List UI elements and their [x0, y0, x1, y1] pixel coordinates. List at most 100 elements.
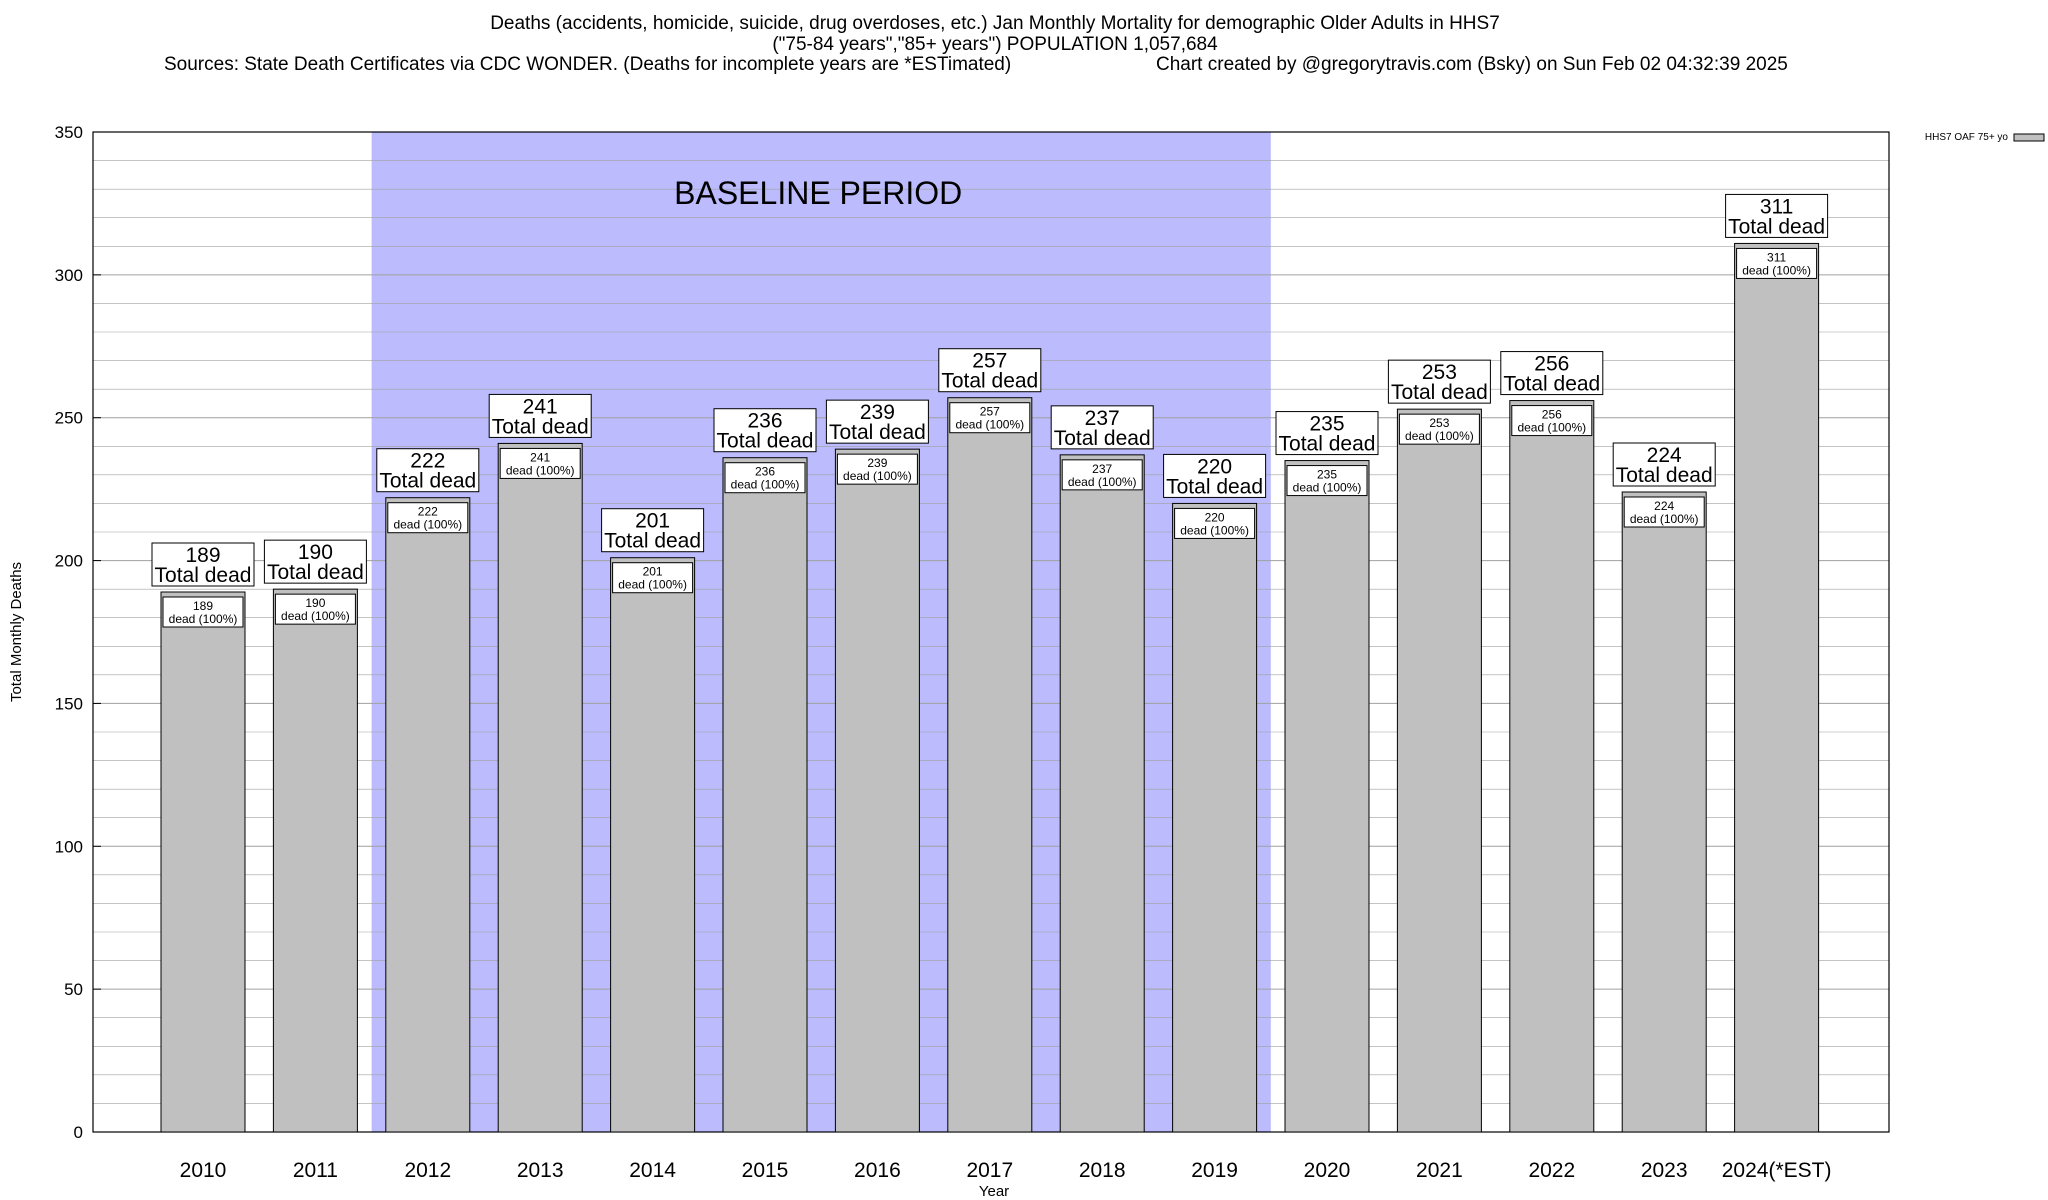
- bar-total-value: 236: [747, 410, 782, 433]
- y-axis-title: Total Monthly Deaths: [8, 562, 25, 702]
- bar-total-value: 237: [1085, 407, 1120, 430]
- bar-total-value: 253: [1422, 361, 1457, 384]
- bar-inner-label-box: [1736, 247, 1818, 279]
- bar-total-caption: Total dead: [941, 370, 1038, 393]
- bar-inner-label-box: [499, 447, 581, 479]
- bar-total-caption: Total dead: [492, 415, 589, 438]
- bar-inner-label-box: [1286, 465, 1368, 497]
- bar-inner-label-box: [1061, 459, 1143, 491]
- x-tick-label: 2024(*EST): [1722, 1159, 1832, 1182]
- bar-inner-value: 224: [1654, 499, 1674, 513]
- bar-inner-value: 253: [1429, 416, 1449, 430]
- bar-total-label-box: [488, 393, 592, 438]
- bar-total-label-box: [1387, 359, 1491, 404]
- bar-total-caption: Total dead: [1616, 464, 1713, 487]
- bar: [1172, 502, 1258, 1133]
- bar-inner-caption: dead (100%): [1742, 263, 1811, 277]
- chart-subtitle: ("75-84 years","85+ years") POPULATION 1…: [772, 34, 1218, 55]
- bar-inner-caption: dead (100%): [393, 518, 462, 532]
- bar-inner-label-box: [724, 462, 806, 494]
- bar-total-caption: Total dead: [1279, 433, 1376, 456]
- bar: [722, 457, 808, 1133]
- bar-inner-value: 311: [1767, 250, 1786, 264]
- bar-total-label-box: [601, 508, 705, 553]
- legend-label: HHS7 OAF 75+ yo: [1925, 132, 2009, 143]
- bar-total-value: 222: [410, 450, 445, 473]
- bar: [497, 442, 583, 1133]
- y-tick-label: 0: [74, 1123, 83, 1142]
- bar-total-value: 239: [860, 401, 895, 424]
- bar-inner-value: 257: [980, 405, 1000, 419]
- bar-inner-value: 201: [643, 565, 663, 579]
- y-tick-label: 100: [55, 837, 83, 856]
- bar-total-value: 257: [972, 350, 1007, 373]
- bar-inner-caption: dead (100%): [1405, 429, 1474, 443]
- bar-inner-label-box: [949, 402, 1031, 434]
- bar-inner-caption: dead (100%): [955, 418, 1024, 432]
- bar-total-value: 224: [1647, 444, 1682, 467]
- bar-total-caption: Total dead: [379, 470, 476, 493]
- bar: [160, 591, 246, 1133]
- bar: [947, 397, 1033, 1133]
- bar-inner-label-box: [274, 593, 356, 625]
- x-axis-title: Year: [979, 1183, 1009, 1200]
- bar-total-caption: Total dead: [267, 561, 364, 584]
- bar-total-caption: Total dead: [155, 564, 252, 587]
- bar-total-label-box: [376, 448, 480, 493]
- bar-inner-caption: dead (100%): [731, 478, 800, 492]
- bar-inner-value: 256: [1542, 408, 1562, 422]
- bar-total-label-box: [1612, 442, 1716, 487]
- bar-total-label-box: [151, 542, 255, 587]
- bar-total-value: 201: [635, 510, 670, 533]
- bar-inner-caption: dead (100%): [1517, 421, 1586, 435]
- bar-inner-caption: dead (100%): [169, 612, 238, 626]
- chart-title: Deaths (accidents, homicide, suicide, dr…: [490, 13, 1500, 34]
- bar-inner-caption: dead (100%): [506, 463, 575, 477]
- bar: [1059, 454, 1145, 1133]
- bar-total-caption: Total dead: [1054, 427, 1151, 450]
- x-tick-label: 2014: [629, 1159, 676, 1182]
- bar: [272, 588, 358, 1133]
- bar-inner-caption: dead (100%): [1068, 475, 1137, 489]
- y-tick-label: 250: [55, 409, 83, 428]
- bar-inner-label-box: [1398, 413, 1480, 445]
- bar-inner-label-box: [1511, 405, 1593, 437]
- x-tick-label: 2012: [404, 1159, 451, 1182]
- bar-total-label-box: [713, 408, 817, 453]
- bar-inner-label-box: [612, 562, 694, 594]
- bar-total-label-box: [825, 399, 929, 444]
- bar-inner-value: 237: [1092, 462, 1112, 476]
- bar-total-caption: Total dead: [829, 421, 926, 444]
- bar-total-value: 241: [523, 395, 558, 418]
- bar-total-label-box: [263, 539, 367, 584]
- bar-total-value: 311: [1760, 195, 1793, 218]
- bar-inner-value: 222: [418, 505, 438, 519]
- x-tick-label: 2019: [1191, 1159, 1238, 1182]
- bar: [1621, 491, 1707, 1133]
- y-tick-label: 350: [55, 123, 83, 142]
- bar-total-caption: Total dead: [604, 530, 701, 553]
- bar: [834, 448, 920, 1133]
- x-tick-label: 2011: [293, 1159, 338, 1182]
- bar-inner-caption: dead (100%): [618, 578, 687, 592]
- bar-total-caption: Total dead: [1391, 381, 1488, 404]
- bar-inner-value: 239: [867, 456, 887, 470]
- bar-total-label-box: [1275, 411, 1379, 456]
- bar-total-caption: Total dead: [1166, 475, 1263, 498]
- x-tick-label: 2020: [1304, 1159, 1351, 1182]
- bar-inner-caption: dead (100%): [281, 609, 350, 623]
- x-tick-label: 2013: [517, 1159, 564, 1182]
- bar-inner-caption: dead (100%): [1180, 523, 1249, 537]
- bar: [1509, 400, 1595, 1133]
- chart-credit: Chart created by @gregorytravis.com (Bsk…: [1156, 54, 1788, 75]
- x-tick-label: 2016: [854, 1159, 901, 1182]
- bar-inner-value: 189: [193, 599, 213, 613]
- bar-inner-label-box: [1623, 496, 1705, 528]
- x-tick-label: 2022: [1528, 1159, 1575, 1182]
- bar-inner-value: 241: [530, 450, 550, 464]
- x-tick-label: 2017: [966, 1159, 1013, 1182]
- bar-inner-label-box: [162, 596, 244, 628]
- bar-total-value: 235: [1309, 413, 1344, 436]
- bar-inner-caption: dead (100%): [843, 469, 912, 483]
